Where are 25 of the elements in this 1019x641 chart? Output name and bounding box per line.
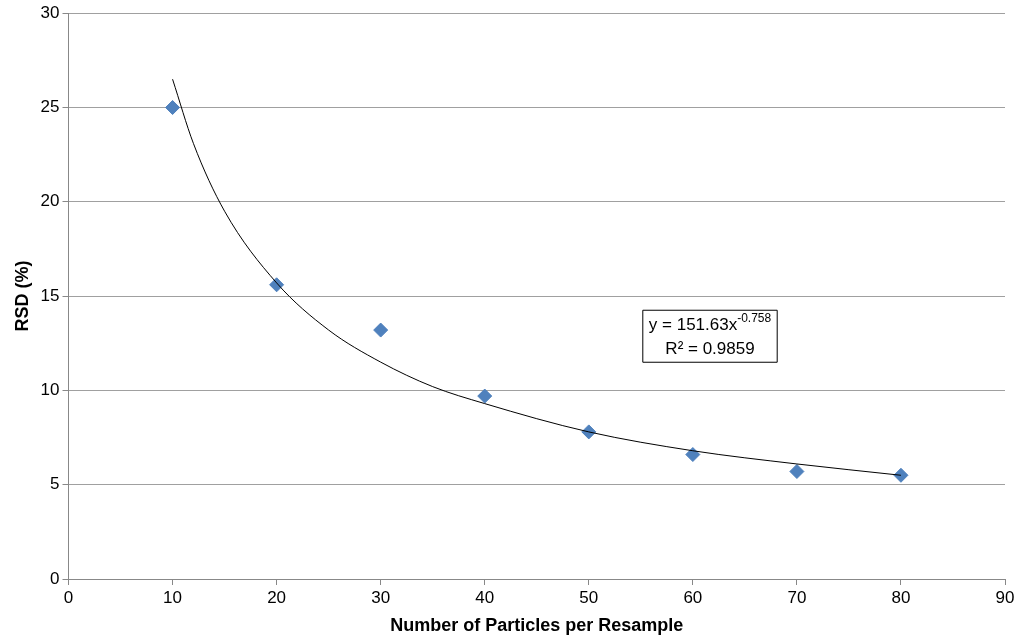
x-tick-label: 50 xyxy=(579,587,599,607)
x-tick-label: 70 xyxy=(787,587,807,607)
y-tick-label: 0 xyxy=(50,568,60,588)
x-tick-label: 40 xyxy=(475,587,495,607)
point xyxy=(477,388,493,404)
y-tick-label: 20 xyxy=(40,191,60,211)
y-tick-label: 25 xyxy=(40,97,60,117)
point xyxy=(165,100,181,115)
x-tick-label: 10 xyxy=(163,587,183,607)
y-tick-label: 10 xyxy=(40,380,60,400)
x-axis-title: Number of Particles per Resample xyxy=(390,615,684,636)
point xyxy=(685,447,701,463)
y-tick-label: 5 xyxy=(50,474,60,494)
x-tick-label: 90 xyxy=(995,587,1015,607)
annotation: R² = 0.9859 xyxy=(665,339,755,359)
y-tick-label: 30 xyxy=(40,2,60,22)
x-tick-label: 30 xyxy=(371,587,391,607)
point xyxy=(373,322,389,338)
x-tick-label: 80 xyxy=(891,587,911,607)
point xyxy=(789,464,805,479)
x-tick-label: 60 xyxy=(683,587,703,607)
y-tick-label: 15 xyxy=(40,285,60,305)
x-tick-label: 20 xyxy=(267,587,287,607)
x-tick-label: 0 xyxy=(63,587,74,607)
y-axis-title: RSD (%) xyxy=(11,260,32,332)
